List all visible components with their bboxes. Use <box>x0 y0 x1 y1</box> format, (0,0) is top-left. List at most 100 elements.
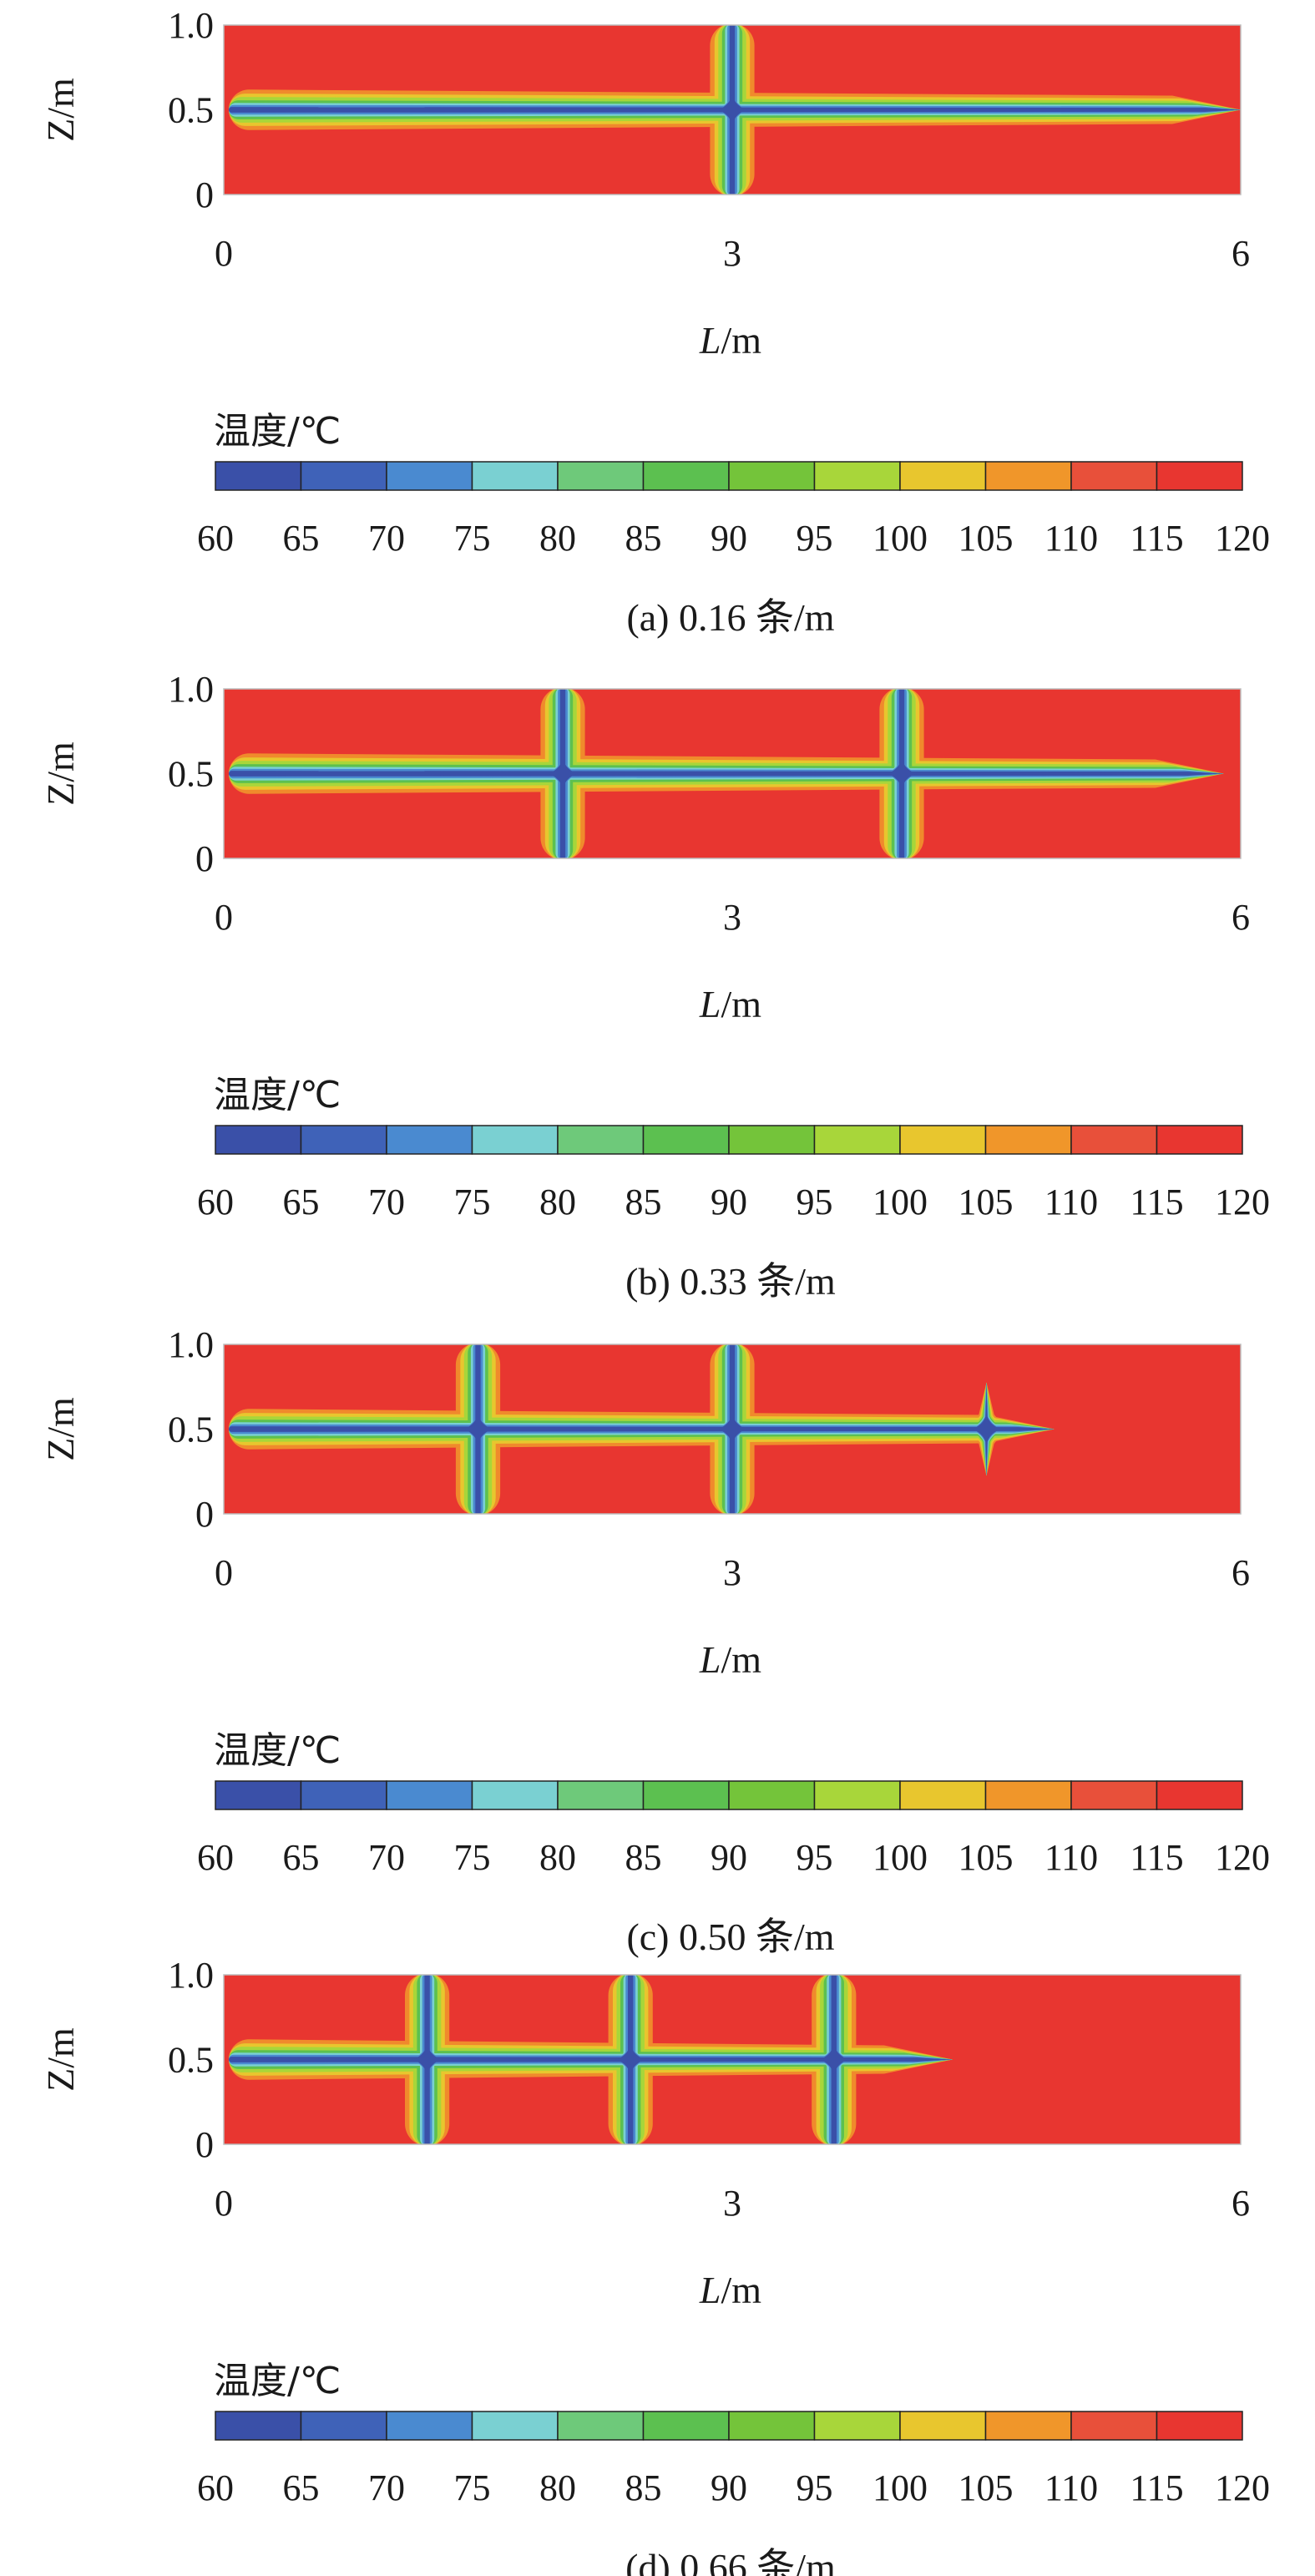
x-axis-title: L/m <box>699 2269 761 2311</box>
colorbar-tick-label: 90 <box>711 1837 747 1878</box>
colorbar-tick-label: 60 <box>197 518 234 559</box>
y-tick-label: 0 <box>195 175 214 215</box>
colorbar-swatch <box>728 1125 816 1155</box>
colorbar-tick-label: 110 <box>1044 518 1098 559</box>
colorbar-tick-label: 65 <box>283 1837 320 1878</box>
colorbar-swatch <box>386 2411 473 2441</box>
y-tick-label: 1.0 <box>168 1955 214 1996</box>
colorbar-swatch <box>386 461 473 491</box>
colorbar-tick-label: 70 <box>368 1182 405 1222</box>
colorbar-tick-label: 75 <box>454 1837 491 1878</box>
colorbar-tick-label: 120 <box>1215 1837 1270 1878</box>
colorbar-tick-label: 80 <box>539 1182 576 1222</box>
y-axis-title: Z/m <box>39 2027 82 2092</box>
junction <box>463 1414 493 1445</box>
colorbar-swatch <box>642 461 730 491</box>
colorbar-swatch <box>1156 1125 1243 1155</box>
colorbar-tick-label: 110 <box>1044 2467 1098 2508</box>
colorbar-title: 温度/℃ <box>214 1074 341 1116</box>
colorbar-tick-label: 70 <box>368 2467 405 2508</box>
colorbar-swatch <box>1156 461 1243 491</box>
x-tick-label: 6 <box>1232 1552 1250 1593</box>
colorbar-swatch <box>471 2411 559 2441</box>
isotherm-band-6 <box>228 689 1224 858</box>
colorbar-tick-label: 100 <box>872 1837 928 1878</box>
colorbar-swatch <box>728 461 816 491</box>
colorbar-swatch <box>386 1780 473 1810</box>
colorbar-swatch <box>984 1125 1072 1155</box>
cooling-pattern <box>228 689 1224 858</box>
panel-caption: (b) 0.33 条/m <box>625 1260 836 1303</box>
x-tick-label: 0 <box>215 233 233 274</box>
colorbar-tick-label: 105 <box>958 1182 1014 1222</box>
panel-caption: (c) 0.50 条/m <box>626 1916 834 1958</box>
colorbar-tick-label: 120 <box>1215 518 1270 559</box>
junction <box>717 1414 747 1445</box>
colorbar-tick-label: 95 <box>797 518 833 559</box>
colorbar-swatch <box>1156 2411 1243 2441</box>
colorbar-tick-label: 95 <box>797 1837 833 1878</box>
colorbar-tick-label: 75 <box>454 2467 491 2508</box>
colorbar-tick-label: 100 <box>872 1182 928 1222</box>
colorbar-swatch <box>300 461 387 491</box>
panel-c: 1.0 0.5 0 Z/m 0 3 6 L/m 温度/℃ 60 65 70 75 80 85 90 95 100 1… <box>39 1324 1270 1958</box>
colorbar-tick-label: 95 <box>797 2467 833 2508</box>
colorbar-swatch <box>1070 461 1158 491</box>
colorbar-tick-label: 115 <box>1130 1182 1183 1222</box>
colorbar-swatch <box>300 1780 387 1810</box>
colorbar-tick-label: 120 <box>1215 2467 1270 2508</box>
colorbar-swatch <box>899 461 987 491</box>
colorbar-title: 温度/℃ <box>214 1729 341 1772</box>
colorbar-tick-label: 120 <box>1215 1182 1270 1222</box>
main-channel <box>228 771 1224 777</box>
colorbar-swatch <box>557 1125 645 1155</box>
colorbar-swatch <box>1070 1125 1158 1155</box>
isotherm-band-6 <box>229 25 1241 195</box>
y-tick-label: 0 <box>195 2124 214 2165</box>
cooling-pattern <box>228 1975 953 2144</box>
colorbar-swatch <box>642 2411 730 2441</box>
colorbar-tick-label: 115 <box>1130 518 1183 559</box>
colorbar-swatch <box>984 461 1072 491</box>
colorbar-tick-label: 80 <box>539 518 576 559</box>
colorbar-swatch <box>215 461 302 491</box>
colorbar-title: 温度/℃ <box>214 410 341 453</box>
colorbar-tick-label: 80 <box>539 1837 576 1878</box>
colorbar-swatch <box>471 1125 559 1155</box>
x-tick-label: 3 <box>723 897 741 938</box>
colorbar-swatch <box>471 1780 559 1810</box>
panel-caption: (a) 0.16 条/m <box>626 596 834 639</box>
colorbar-tick-label: 100 <box>872 518 928 559</box>
colorbar-tick-label: 65 <box>283 2467 320 2508</box>
plot-frame <box>223 1974 1242 2145</box>
junction <box>971 1414 1002 1445</box>
colorbar-swatch <box>215 1125 302 1155</box>
colorbar: 温度/℃ 60 65 70 75 80 85 90 95 100 105 110 115 120 <box>197 410 1270 559</box>
y-axis-title: Z/m <box>39 1397 82 1461</box>
panel-caption: (d) 0.66 条/m <box>625 2546 836 2576</box>
x-tick-label: 6 <box>1232 897 1250 938</box>
colorbar-tick-label: 65 <box>283 1182 320 1222</box>
x-tick-label: 3 <box>723 2183 741 2224</box>
colorbar-swatch <box>728 2411 816 2441</box>
colorbar-tick-label: 60 <box>197 1837 234 1878</box>
colorbar-swatch <box>300 2411 387 2441</box>
junction <box>887 758 917 789</box>
y-tick-label: 0.5 <box>168 90 214 131</box>
colorbar-tick-label: 60 <box>197 1182 234 1222</box>
x-tick-label: 0 <box>215 1552 233 1593</box>
y-tick-label: 1.0 <box>168 5 214 46</box>
y-tick-label: 0.5 <box>168 754 214 795</box>
colorbar-tick-label: 110 <box>1044 1837 1098 1878</box>
colorbar-tick-label: 75 <box>454 518 491 559</box>
colorbar-title: 温度/℃ <box>214 2360 341 2402</box>
colorbar-tick-label: 85 <box>625 1837 662 1878</box>
colorbar-swatch <box>728 1780 816 1810</box>
cooling-pattern <box>229 25 1241 195</box>
colorbar-tick-label: 90 <box>711 518 747 559</box>
colorbar-swatch <box>300 1125 387 1155</box>
colorbar-swatch <box>215 2411 302 2441</box>
colorbar: 温度/℃ 60 65 70 75 80 85 90 95 100 105 110 115 120 <box>197 1729 1270 1878</box>
colorbar-tick-label: 90 <box>711 2467 747 2508</box>
